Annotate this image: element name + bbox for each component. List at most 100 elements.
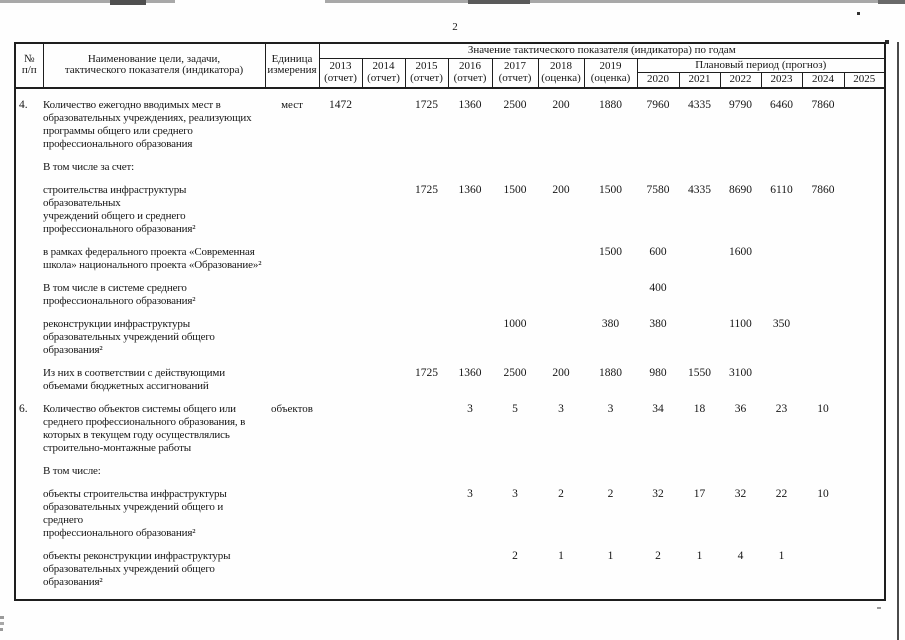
row-value xyxy=(405,403,448,465)
row-number: 6. xyxy=(19,402,28,415)
scan-edge-bottom-left-2 xyxy=(0,622,4,625)
row-value: 1 xyxy=(607,549,614,562)
row-value xyxy=(319,367,362,403)
header-values-title: Значение тактического показателя (индика… xyxy=(318,42,886,59)
row-value: 8690 xyxy=(729,183,752,196)
row-value xyxy=(362,465,405,488)
scan-edge-top-dark-2 xyxy=(468,0,530,4)
row-value: 18 xyxy=(693,402,706,415)
header-year-2016: 2016 (отчет) xyxy=(447,57,493,89)
table-row: 4. Количество ежегодно вводимых мест в об… xyxy=(15,88,885,161)
row-value: 7580 xyxy=(646,183,670,196)
row-value xyxy=(448,465,492,488)
row-label: Из них в соответствии с действующими объ… xyxy=(43,366,225,392)
row-value xyxy=(319,161,362,184)
row-value: 200 xyxy=(552,366,570,379)
row-value xyxy=(405,550,448,600)
row-value xyxy=(761,161,802,184)
row-number xyxy=(15,550,43,600)
row-value: 1100 xyxy=(729,317,752,330)
row-label: В том числе за счет: xyxy=(43,160,135,173)
row-unit xyxy=(265,161,319,184)
row-value xyxy=(448,282,492,318)
row-value: 380 xyxy=(649,317,667,330)
row-value xyxy=(802,465,844,488)
row-value xyxy=(679,246,720,282)
row-value: 22 xyxy=(775,487,788,500)
row-value xyxy=(761,367,802,403)
row-value: 1880 xyxy=(599,366,622,379)
row-value xyxy=(679,465,720,488)
row-value xyxy=(492,161,538,184)
row-value xyxy=(362,246,405,282)
row-value xyxy=(319,246,362,282)
row-value xyxy=(720,282,761,318)
row-label: В том числе в системе среднего профессио… xyxy=(43,281,196,307)
row-value: 1 xyxy=(778,549,785,562)
scan-edge-top-gap-1 xyxy=(175,0,325,6)
header-year-2023: 2023 xyxy=(760,72,803,89)
header-year-2018: 2018 (оценка) xyxy=(537,57,585,89)
row-value xyxy=(637,465,679,488)
row-value: 1360 xyxy=(458,366,482,379)
row-value: 2 xyxy=(512,549,518,562)
row-unit: мест xyxy=(281,98,303,111)
row-value: 1880 xyxy=(599,98,622,111)
row-value xyxy=(844,403,885,465)
row-label: в рамках федерального проекта «Современн… xyxy=(43,245,262,271)
row-value xyxy=(448,246,492,282)
row-value xyxy=(679,318,720,367)
indicators-table: № п/п Наименование цели, задачи, тактиче… xyxy=(14,42,887,601)
row-value: 2500 xyxy=(503,366,527,379)
row-value xyxy=(844,88,885,161)
row-value: 3 xyxy=(512,487,518,500)
row-value: 1550 xyxy=(688,366,711,379)
row-value xyxy=(802,282,844,318)
row-value xyxy=(405,488,448,550)
table-row: В том числе: xyxy=(15,465,885,488)
row-value: 1500 xyxy=(599,183,622,196)
header-plan-title: Плановый период (прогноз) xyxy=(636,57,886,73)
row-value: 5 xyxy=(512,402,518,415)
header-num: № п/п xyxy=(14,42,44,89)
row-value xyxy=(720,465,761,488)
row-value: 1472 xyxy=(329,98,352,111)
row-value xyxy=(844,184,885,246)
row-value: 1600 xyxy=(729,245,752,258)
row-value: 3 xyxy=(467,487,473,500)
row-value: 32 xyxy=(652,487,664,500)
row-value xyxy=(319,184,362,246)
row-value xyxy=(538,246,584,282)
row-value: 400 xyxy=(649,281,667,294)
row-value xyxy=(844,550,885,600)
row-value: 3 xyxy=(558,402,564,415)
row-value xyxy=(319,465,362,488)
row-value xyxy=(637,161,679,184)
scan-edge-bottom-left-3 xyxy=(0,628,3,631)
row-label: объекты строительства инфраструктуры обр… xyxy=(43,487,227,539)
row-value: 980 xyxy=(649,366,667,379)
row-value xyxy=(720,161,761,184)
table-header: № п/п Наименование цели, задачи, тактиче… xyxy=(14,42,886,89)
row-label: Количество объектов системы общего или с… xyxy=(43,402,246,454)
row-label: Количество ежегодно вводимых мест в обра… xyxy=(43,98,252,150)
row-label: В том числе: xyxy=(43,464,101,477)
table-row: объекты реконструкции инфраструктуры обр… xyxy=(15,550,885,600)
scan-speck-1 xyxy=(857,12,860,15)
row-value: 3100 xyxy=(729,366,752,379)
table-row: В том числе за счет: xyxy=(15,161,885,184)
row-value: 200 xyxy=(552,183,570,196)
row-value xyxy=(362,367,405,403)
row-value xyxy=(362,488,405,550)
table-row: в рамках федерального проекта «Современн… xyxy=(15,246,885,282)
row-value xyxy=(584,161,637,184)
row-value xyxy=(802,550,844,600)
row-value xyxy=(802,161,844,184)
row-value xyxy=(679,282,720,318)
row-value xyxy=(538,465,584,488)
row-unit xyxy=(265,488,319,550)
row-value: 1725 xyxy=(415,98,438,111)
table-row: строительства инфраструктуры образовател… xyxy=(15,184,885,246)
row-unit xyxy=(265,550,319,600)
header-year-2024: 2024 xyxy=(801,72,845,89)
